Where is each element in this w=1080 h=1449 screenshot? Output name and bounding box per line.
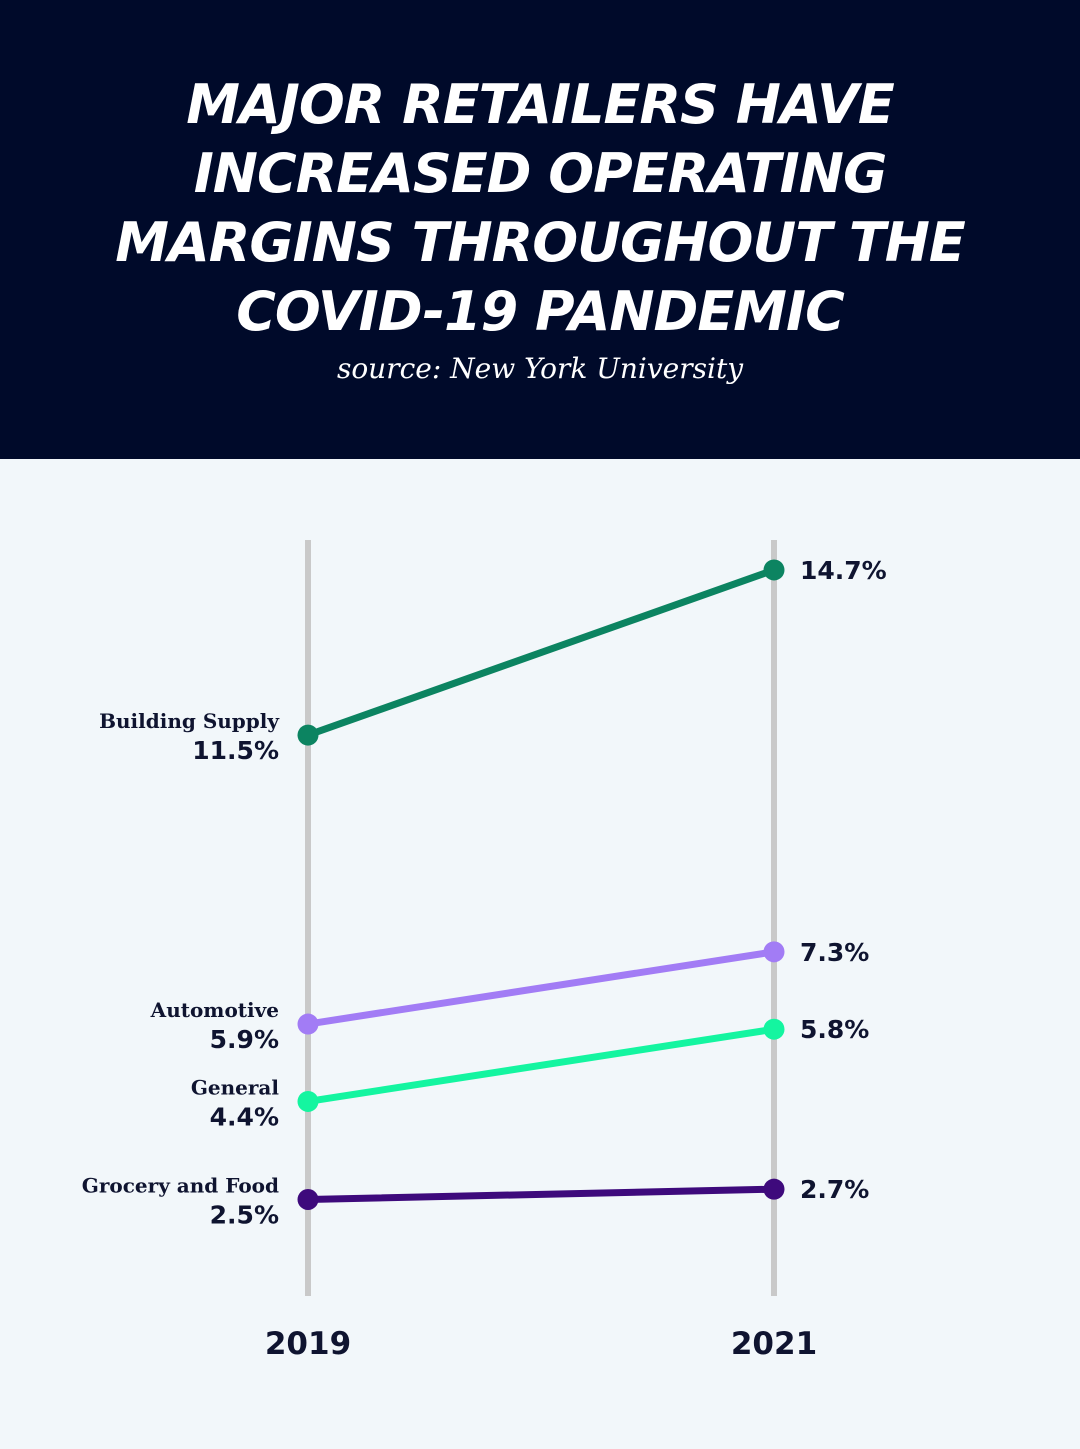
series-line <box>304 1185 778 1203</box>
series-name-label: Grocery and Food <box>82 1174 279 1198</box>
series-name-label: Automotive <box>150 998 279 1022</box>
series-line <box>304 948 778 1028</box>
series-name-label: Building Supply <box>99 709 280 733</box>
header-banner: MAJOR RETAILERS HAVE INCREASED OPERATING… <box>0 0 1080 459</box>
data-point <box>297 1090 319 1112</box>
data-point <box>763 941 785 963</box>
data-point <box>763 1178 785 1200</box>
data-label: 4.4% <box>210 1102 279 1131</box>
series-line <box>304 1025 778 1105</box>
series-line <box>304 566 778 739</box>
data-label: 11.5% <box>192 736 279 765</box>
page-title: MAJOR RETAILERS HAVE INCREASED OPERATING… <box>115 73 966 343</box>
data-label: 2.5% <box>210 1201 279 1230</box>
data-label: 7.3% <box>800 938 869 967</box>
data-point <box>763 559 785 581</box>
data-point <box>297 1189 319 1210</box>
x-tick-label: 2021 <box>731 1326 817 1362</box>
source-note: source: New York University <box>336 352 744 385</box>
data-label: 5.8% <box>800 1015 869 1044</box>
x-tick-label: 2019 <box>265 1326 351 1362</box>
data-label: 5.9% <box>210 1025 279 1054</box>
data-point <box>297 1013 319 1035</box>
data-point <box>763 1018 785 1040</box>
data-label: 2.7% <box>800 1175 869 1204</box>
data-label: 14.7% <box>800 556 887 585</box>
chart-area <box>0 459 1080 1449</box>
data-point <box>297 724 319 746</box>
series-name-label: General <box>191 1075 280 1099</box>
